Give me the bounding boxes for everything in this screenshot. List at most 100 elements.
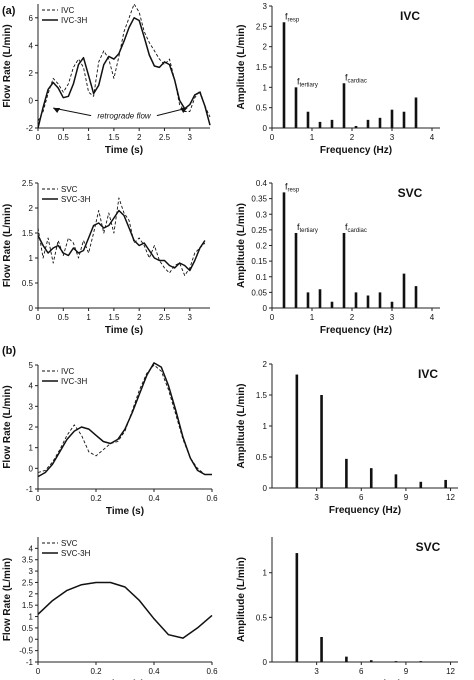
y-tick-label: 3 bbox=[29, 402, 34, 411]
x-tick-label: 0.5 bbox=[58, 313, 70, 322]
y-tick-label: 2 bbox=[263, 360, 268, 369]
y-tick-label: 2 bbox=[29, 204, 34, 213]
legend-entry: IVC-3H bbox=[61, 16, 87, 25]
chart-4: 0 0.05 0.1 0.15 0.2 0.25 0.3 0.35 0.4 0 1 2 3 4 Freque… bbox=[236, 179, 440, 336]
bar bbox=[294, 233, 298, 308]
bar bbox=[282, 192, 286, 308]
x-tick-label: 0.2 bbox=[90, 494, 102, 503]
y-tick-label: 4 bbox=[29, 382, 34, 391]
x-tick-label: 3 bbox=[314, 667, 319, 676]
series-line-ivc bbox=[37, 364, 212, 475]
y-tick-label: 0.4 bbox=[256, 179, 268, 188]
y-tick-label: 0 bbox=[29, 304, 34, 313]
y-tick-label: 1 bbox=[263, 569, 268, 578]
bar bbox=[414, 286, 418, 308]
series-line-ivc-3h bbox=[37, 362, 212, 478]
bar bbox=[414, 97, 418, 128]
y-tick-label: 4 bbox=[29, 41, 34, 50]
x-tick-label: 0 bbox=[270, 133, 275, 142]
bar bbox=[306, 292, 310, 308]
y-tick-label: 0 bbox=[29, 635, 34, 644]
bar bbox=[282, 22, 286, 129]
x-tick-label: 9 bbox=[404, 667, 409, 676]
y-axis-label: Flow Rate (L/min) bbox=[2, 558, 13, 641]
bar bbox=[320, 637, 323, 662]
retrograde-arrow-left bbox=[53, 107, 92, 117]
y-tick-label: 1 bbox=[29, 254, 34, 263]
bar bbox=[295, 553, 299, 662]
y-tick-label: 0.05 bbox=[251, 288, 267, 297]
legend-entry: SVC-3H bbox=[61, 549, 91, 558]
chart-title: SVC bbox=[398, 186, 423, 200]
legend-entry: SVC bbox=[61, 539, 78, 548]
x-tick-label: 2 bbox=[137, 133, 142, 142]
x-tick-label: 0 bbox=[36, 313, 41, 322]
frequency-annotation-cardiac: fcardiac bbox=[345, 222, 367, 234]
x-tick-label: 1 bbox=[310, 133, 315, 142]
y-tick-label: -1 bbox=[26, 658, 34, 667]
frequency-annotation-resp: fresp bbox=[285, 11, 300, 23]
y-tick-label: 0.5 bbox=[256, 104, 268, 113]
x-tick-label: 1.5 bbox=[108, 313, 120, 322]
x-tick-label: 12 bbox=[446, 667, 455, 676]
y-tick-label: 0.35 bbox=[251, 195, 267, 204]
bar bbox=[390, 109, 394, 128]
frequency-annotation-tertiary: ftertiary bbox=[297, 76, 318, 88]
bar bbox=[354, 125, 358, 128]
x-tick-label: 3 bbox=[188, 133, 193, 142]
x-tick-label: 2 bbox=[350, 133, 355, 142]
chart-2: 0 0.5 1 1.5 2 2.5 3 0 1 2 3 4 Frequency (Hz) Amplitud… bbox=[236, 2, 440, 156]
y-tick-label: -2 bbox=[26, 124, 34, 133]
chart-title: SVC bbox=[416, 540, 441, 554]
series-line-ivc-3h bbox=[37, 17, 211, 129]
x-tick-label: 0.4 bbox=[148, 667, 160, 676]
x-axis-label: Time (s) bbox=[106, 506, 144, 517]
x-tick-label: 4 bbox=[430, 313, 435, 322]
x-tick-label: 2 bbox=[350, 313, 355, 322]
y-tick-label: 0.5 bbox=[22, 624, 34, 633]
y-tick-label: 1.5 bbox=[256, 391, 268, 400]
x-tick-label: 3 bbox=[390, 313, 395, 322]
x-tick-label: 0 bbox=[36, 133, 41, 142]
bar bbox=[402, 111, 406, 128]
x-tick-label: 0 bbox=[36, 667, 41, 676]
x-tick-label: 2.5 bbox=[159, 133, 171, 142]
chart-3: 0 0.5 1 1.5 2 2.5 0 0.5 1 1.5 2 2.5 3 Time (s) Flow Ra… bbox=[2, 179, 210, 336]
bar bbox=[295, 374, 299, 488]
bar bbox=[345, 656, 348, 662]
retrograde-arrowhead-right bbox=[180, 108, 188, 114]
x-tick-label: 6 bbox=[359, 667, 364, 676]
y-tick-label: 1 bbox=[263, 83, 268, 92]
bar bbox=[294, 87, 298, 128]
x-tick-label: 0.6 bbox=[206, 667, 218, 676]
x-tick-label: 3 bbox=[390, 133, 395, 142]
frequency-annotation-cardiac: fcardiac bbox=[345, 72, 367, 84]
bar bbox=[366, 295, 370, 308]
y-tick-label: 4 bbox=[29, 544, 34, 553]
y-tick-label: 0 bbox=[263, 658, 268, 667]
x-tick-label: 12 bbox=[446, 493, 455, 502]
bar bbox=[402, 273, 406, 308]
y-tick-label: 2.5 bbox=[22, 179, 34, 188]
chart-title: IVC bbox=[400, 9, 420, 23]
y-axis-label: Flow Rate (L/min) bbox=[2, 385, 13, 468]
bar bbox=[369, 468, 373, 488]
bar bbox=[330, 119, 334, 128]
y-tick-label: 0.1 bbox=[256, 273, 268, 282]
bar bbox=[366, 119, 370, 128]
y-tick-label: 2 bbox=[29, 423, 34, 432]
y-axis-label: Amplitude (L/min) bbox=[236, 25, 247, 110]
bar bbox=[342, 233, 346, 308]
y-tick-label: 0 bbox=[29, 96, 34, 105]
y-axis-label: Amplitude (L/min) bbox=[236, 384, 247, 469]
legend-entry: IVC bbox=[61, 367, 75, 376]
y-tick-label: 0 bbox=[263, 304, 268, 313]
y-tick-label: 2.5 bbox=[256, 22, 268, 31]
y-tick-label: 0.5 bbox=[256, 453, 268, 462]
y-tick-label: 0.15 bbox=[251, 257, 267, 266]
y-tick-label: 1 bbox=[263, 422, 268, 431]
y-axis-label: Flow Rate (L/min) bbox=[2, 204, 13, 287]
bar bbox=[345, 458, 348, 488]
y-tick-label: 3.5 bbox=[22, 556, 34, 565]
